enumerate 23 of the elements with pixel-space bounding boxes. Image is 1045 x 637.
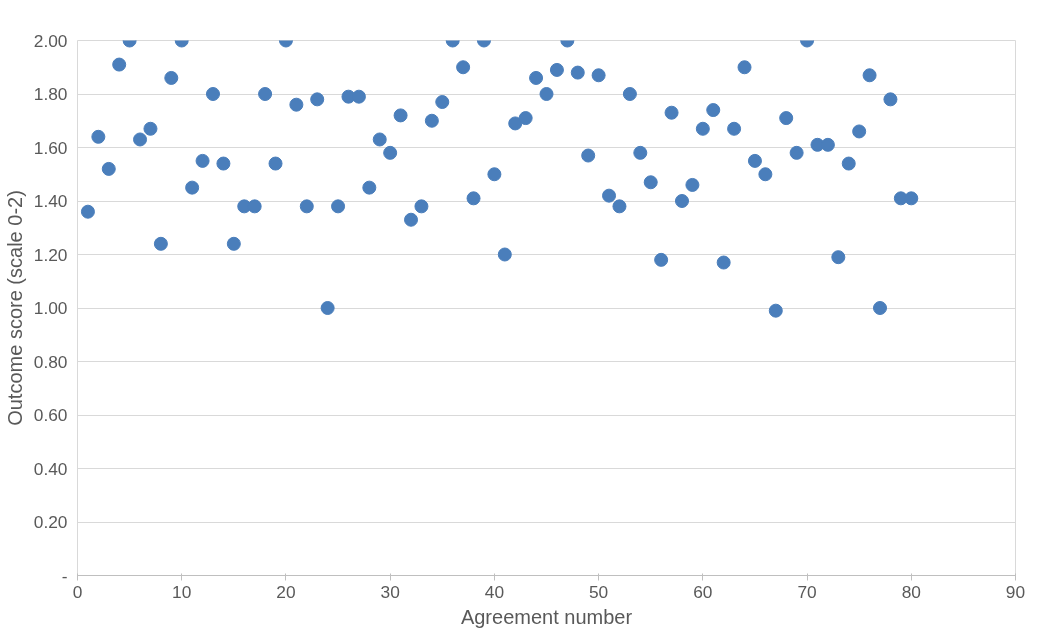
y-tick-label: 0.60 (33, 405, 68, 425)
x-axis-title: Agreement number (460, 605, 633, 628)
x-tick-label: 70 (797, 581, 817, 602)
y-tick-label: 1.20 (33, 244, 68, 265)
y-tick-label: 1.80 (33, 84, 68, 104)
x-tick-label: 20 (276, 581, 296, 602)
x-tick-label: 30 (380, 581, 400, 602)
y-tick-label: 1.60 (33, 137, 68, 158)
y-axis-title: Outcome score (scale 0-2) (3, 190, 26, 426)
x-tick-label: 60 (693, 581, 713, 602)
y-tick-label: 0.80 (33, 351, 68, 372)
y-tick-label: 1.00 (33, 298, 68, 318)
y-tick-label: 0.40 (33, 458, 68, 479)
y-tick-label: 2.00 (33, 30, 68, 51)
x-tick-label: 10 (172, 581, 192, 602)
x-tick-label: 80 (901, 581, 921, 602)
x-tick-label: 0 (72, 581, 83, 602)
x-tick-label: 90 (1005, 581, 1026, 602)
y-tick-label: 0.20 (33, 512, 68, 532)
y-tick-label: - (61, 565, 68, 586)
x-tick-label: 40 (484, 581, 505, 602)
x-tick-label: 50 (588, 581, 609, 602)
y-tick-label: 1.40 (33, 191, 68, 211)
